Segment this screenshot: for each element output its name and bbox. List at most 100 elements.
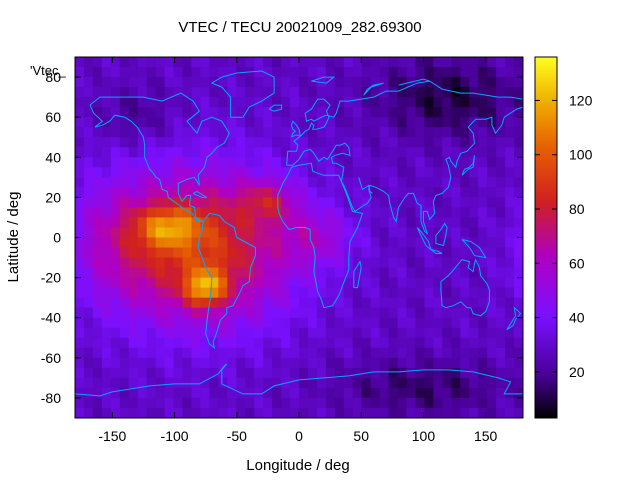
heatmap-cell [379, 397, 390, 409]
heatmap-cell [173, 347, 184, 359]
heatmap-cell [128, 377, 139, 389]
heatmap-cell [415, 407, 426, 418]
heatmap-cell [281, 107, 291, 118]
heatmap-cell [191, 277, 202, 289]
heatmap-cell [451, 357, 461, 369]
heatmap-cell [496, 207, 506, 219]
heatmap-cell [316, 297, 327, 309]
heatmap-cell [352, 397, 363, 409]
heatmap-cell [478, 407, 488, 418]
heatmap-cell [514, 167, 523, 178]
heatmap-cell [316, 247, 327, 259]
heatmap-cell [254, 127, 264, 138]
heatmap-cell [307, 367, 318, 379]
heatmap-cell [361, 157, 372, 168]
heatmap-cell [146, 127, 157, 138]
heatmap-cell [505, 57, 515, 68]
heatmap-cell [460, 217, 470, 229]
heatmap-cell [352, 87, 363, 98]
heatmap-cell [433, 287, 443, 299]
heatmap-cell [496, 387, 506, 399]
heatmap-cell [451, 277, 461, 289]
heatmap-cell [406, 267, 417, 279]
heatmap-cell [442, 57, 452, 68]
heatmap-cell [397, 267, 408, 279]
heatmap-cell [137, 187, 148, 198]
heatmap-cell [92, 247, 103, 259]
heatmap-cell [155, 137, 166, 148]
heatmap-cell [272, 157, 282, 168]
heatmap-cell [316, 357, 327, 369]
heatmap-cell [361, 357, 372, 369]
heatmap-cell [523, 378, 533, 389]
heatmap-cell [173, 217, 184, 229]
heatmap-cell [307, 317, 318, 329]
heatmap-cell [424, 277, 434, 289]
heatmap-cell [182, 387, 193, 399]
heatmap-cell [487, 297, 497, 309]
heatmap-cell [406, 337, 417, 349]
y-tick-label: 60 [45, 109, 61, 125]
heatmap-cell [119, 347, 130, 359]
heatmap-cell [299, 407, 309, 418]
heatmap-cell [415, 147, 426, 158]
heatmap-cell [343, 107, 354, 118]
heatmap-cell [272, 127, 282, 138]
heatmap-cell [307, 157, 318, 168]
heatmap-cell [460, 347, 470, 359]
heatmap-cell [119, 297, 130, 309]
heatmap-cell [370, 137, 381, 148]
heatmap-cell [173, 387, 184, 399]
heatmap-cell [272, 187, 282, 198]
heatmap-cell [263, 287, 273, 299]
heatmap-cell [370, 277, 381, 289]
heatmap-cell [523, 288, 533, 299]
heatmap-cell [110, 337, 121, 349]
heatmap-cell [272, 237, 282, 249]
heatmap-cell [442, 117, 452, 128]
heatmap-cell [505, 257, 515, 269]
heatmap-cell [101, 407, 112, 418]
heatmap-cell [505, 387, 515, 399]
heatmap-cell [272, 117, 282, 128]
heatmap-cell [433, 357, 443, 369]
heatmap-cell [433, 237, 443, 249]
heatmap-cell [379, 217, 390, 229]
heatmap-cell [433, 57, 443, 68]
heatmap-cell [523, 338, 533, 349]
heatmap-cell [343, 337, 354, 349]
heatmap-cell [200, 337, 210, 349]
heatmap-cell [263, 367, 273, 379]
heatmap-cell [101, 267, 112, 279]
heatmap-cell [370, 117, 381, 128]
heatmap-cell [227, 257, 237, 269]
heatmap-cell [191, 327, 202, 339]
heatmap-cell [424, 87, 434, 98]
heatmap-cell [164, 287, 175, 299]
heatmap-cell [487, 247, 497, 259]
heatmap-cell [442, 177, 452, 188]
heatmap-cell [254, 277, 264, 289]
heatmap-cell [424, 397, 434, 409]
heatmap-cell [316, 147, 327, 158]
heatmap-cell [209, 267, 219, 279]
heatmap-cell [182, 227, 193, 239]
heatmap-cell [352, 347, 363, 359]
heatmap-cell [379, 407, 390, 418]
heatmap-cell [325, 207, 336, 219]
heatmap-cell [451, 327, 461, 339]
heatmap-cell [316, 87, 327, 98]
heatmap-cell [370, 267, 381, 279]
heatmap-cell [173, 257, 184, 269]
heatmap-cell [227, 367, 237, 379]
heatmap-cell [397, 97, 408, 108]
heatmap-cell [101, 307, 112, 319]
heatmap-cell [119, 77, 130, 88]
heatmap-cell [137, 57, 148, 68]
heatmap-cell [478, 137, 488, 148]
heatmap-cell [200, 87, 210, 98]
heatmap-cell [352, 117, 363, 128]
heatmap-cell [137, 217, 148, 229]
heatmap-cell [325, 377, 336, 389]
heatmap-cell [254, 397, 264, 409]
